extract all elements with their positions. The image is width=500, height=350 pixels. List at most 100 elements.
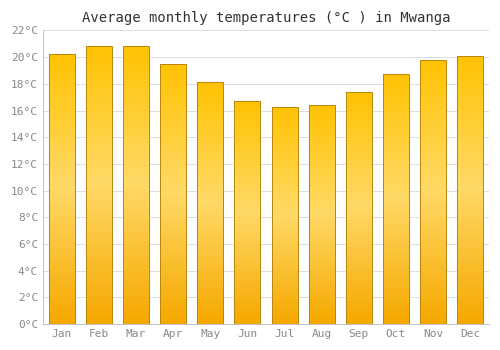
Bar — [86, 320, 112, 324]
Bar — [48, 167, 74, 171]
Bar — [420, 99, 446, 104]
Bar — [383, 154, 409, 158]
Bar — [420, 95, 446, 99]
Bar — [48, 270, 74, 275]
Bar — [383, 112, 409, 116]
Bar — [308, 193, 334, 196]
Bar — [346, 247, 372, 251]
Bar — [346, 309, 372, 313]
Bar — [234, 298, 260, 302]
Bar — [272, 295, 297, 299]
Bar — [123, 97, 149, 102]
Bar — [458, 275, 483, 279]
Bar — [234, 175, 260, 179]
Bar — [346, 219, 372, 223]
Bar — [48, 279, 74, 284]
Bar — [346, 243, 372, 247]
Bar — [48, 104, 74, 108]
Bar — [234, 198, 260, 202]
Bar — [308, 240, 334, 244]
Bar — [308, 189, 334, 193]
Bar — [123, 60, 149, 65]
Bar — [346, 111, 372, 115]
Bar — [420, 293, 446, 298]
Bar — [308, 149, 334, 153]
Bar — [123, 162, 149, 167]
Bar — [123, 287, 149, 292]
Bar — [48, 126, 74, 131]
Bar — [383, 212, 409, 216]
Bar — [234, 194, 260, 198]
Bar — [420, 223, 446, 227]
Bar — [86, 185, 112, 190]
Bar — [86, 292, 112, 296]
Bar — [458, 186, 483, 190]
Bar — [160, 168, 186, 172]
Bar — [197, 264, 223, 268]
Bar — [160, 190, 186, 194]
Bar — [48, 149, 74, 153]
Bar — [160, 181, 186, 185]
Bar — [234, 205, 260, 209]
Bar — [197, 228, 223, 231]
Bar — [420, 157, 446, 161]
Bar — [308, 225, 334, 229]
Bar — [383, 199, 409, 203]
Bar — [86, 273, 112, 278]
Bar — [383, 99, 409, 104]
Bar — [383, 174, 409, 179]
Bar — [383, 104, 409, 108]
Bar — [272, 255, 297, 259]
Bar — [272, 139, 297, 143]
Bar — [420, 289, 446, 293]
Bar — [346, 200, 372, 204]
Bar — [272, 262, 297, 266]
Bar — [272, 233, 297, 237]
Bar — [86, 134, 112, 139]
Bar — [308, 288, 334, 291]
Bar — [420, 192, 446, 196]
Bar — [308, 160, 334, 163]
Bar — [86, 190, 112, 195]
Bar — [123, 292, 149, 296]
Bar — [234, 253, 260, 257]
Bar — [197, 260, 223, 264]
Bar — [308, 247, 334, 251]
Bar — [123, 222, 149, 227]
Bar — [123, 264, 149, 268]
Bar — [234, 272, 260, 276]
Bar — [420, 161, 446, 166]
Bar — [346, 313, 372, 316]
Bar — [86, 125, 112, 130]
Bar — [308, 171, 334, 175]
Bar — [346, 239, 372, 243]
Bar — [86, 130, 112, 134]
Bar — [272, 197, 297, 201]
Bar — [383, 178, 409, 183]
Bar — [458, 127, 483, 132]
Bar — [48, 90, 74, 95]
Bar — [160, 281, 186, 285]
Bar — [48, 176, 74, 180]
Bar — [383, 295, 409, 299]
Bar — [420, 148, 446, 152]
Bar — [197, 83, 223, 86]
Bar — [308, 266, 334, 269]
Bar — [123, 278, 149, 282]
Bar — [123, 241, 149, 245]
Bar — [420, 144, 446, 148]
Bar — [197, 199, 223, 203]
Bar — [234, 108, 260, 112]
Bar — [346, 96, 372, 99]
Bar — [346, 223, 372, 227]
Bar — [86, 83, 112, 88]
Bar — [272, 204, 297, 208]
Bar — [458, 83, 483, 87]
Bar — [308, 156, 334, 160]
Bar — [272, 288, 297, 292]
Bar — [383, 266, 409, 270]
Bar — [458, 100, 483, 105]
Bar — [420, 126, 446, 130]
Bar — [458, 226, 483, 230]
Bar — [272, 117, 297, 121]
